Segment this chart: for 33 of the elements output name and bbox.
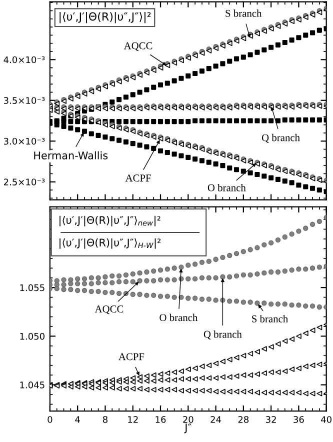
annotation: AQCC bbox=[124, 42, 152, 51]
x-tick-label: 24 bbox=[210, 416, 222, 423]
x-tick-label: 40 bbox=[321, 416, 332, 423]
y-tick-label: 2.5×10⁻³ bbox=[4, 178, 45, 186]
x-tick-label: 8 bbox=[102, 416, 108, 423]
annotation: Q branch bbox=[204, 330, 242, 340]
text: |⟨υ′,J′|Θ(R)|υ″,J″⟩$_{H-W}$|² bbox=[60, 238, 161, 249]
y-tick-label: 3.5×10⁻³ bbox=[4, 97, 45, 104]
text: |⟨υ′,J′|Θ(R)|υ″,J″⟩|² bbox=[60, 12, 151, 24]
x-tick-label: 20 bbox=[183, 416, 194, 423]
annotation: S branch bbox=[226, 10, 262, 17]
annotation: Herman-Wallis bbox=[34, 151, 108, 160]
x-axis-title: J″ bbox=[184, 424, 192, 434]
annotation: O branch bbox=[208, 184, 246, 192]
y-tick-label: 1.050 bbox=[20, 332, 44, 340]
y-tick-label: 4.0×10⁻³ bbox=[4, 56, 45, 64]
x-tick-label: 4 bbox=[75, 416, 80, 423]
annotation: AQCC bbox=[94, 306, 124, 314]
annotation: ACPF bbox=[125, 174, 151, 182]
y-tick-label: 3.0×10⁻³ bbox=[4, 138, 45, 145]
x-tick-label: 36 bbox=[294, 416, 304, 423]
text: |⟨υ′,J′|Θ(R)|υ″,J″⟩$_{new}$|² bbox=[60, 216, 160, 226]
annotation: O branch bbox=[160, 314, 198, 322]
x-tick-label: 0 bbox=[48, 416, 52, 423]
annotation: ACPF bbox=[118, 353, 144, 360]
y-tick-label: 1.055 bbox=[20, 284, 44, 292]
x-tick-label: 28 bbox=[238, 416, 249, 423]
y-tick-label: 1.045 bbox=[20, 382, 44, 388]
x-tick-label: 32 bbox=[266, 416, 276, 423]
x-tick-label: 16 bbox=[156, 416, 166, 423]
annotation: S branch bbox=[252, 315, 288, 322]
x-tick-label: 12 bbox=[128, 416, 138, 423]
annotation: Q branch bbox=[262, 134, 300, 143]
